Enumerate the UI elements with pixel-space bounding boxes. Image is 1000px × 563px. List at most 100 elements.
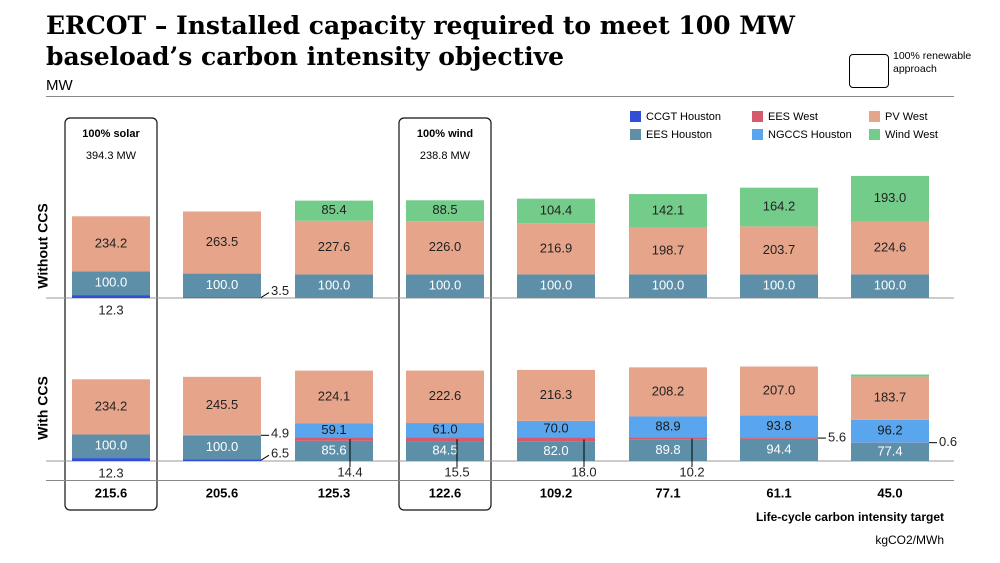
- bar-segment-ees-west: [517, 437, 595, 442]
- bar-value-label: 216.3: [540, 387, 573, 402]
- bar-value-label: 203.7: [763, 242, 796, 257]
- bar-value-label: 263.5: [206, 234, 239, 249]
- category-label: 215.6: [95, 485, 128, 500]
- x-axis-title: Life-cycle carbon intensity target: [755, 510, 944, 524]
- bar-segment-ees-west: [406, 437, 484, 442]
- header-rule: [46, 96, 954, 97]
- bar-value-label: 193.0: [874, 190, 907, 205]
- bar-value-label: 142.1: [652, 202, 685, 217]
- bar-segment-wind-west: [406, 200, 484, 222]
- bar-segment-wind-west: [629, 194, 707, 228]
- category-label: 122.6: [429, 485, 462, 500]
- bar-segment-ngccs-houston: [851, 419, 929, 443]
- bar-segment-wind-west: [851, 175, 929, 222]
- legend-entry: CCGT Houston: [646, 111, 721, 123]
- bar-segment-wind-west: [851, 374, 929, 377]
- bar-value-label: 224.6: [874, 239, 907, 254]
- legend-swatch: [630, 129, 641, 140]
- bar-value-label: 82.0: [543, 443, 568, 458]
- bar-value-label: 100.0: [206, 439, 239, 454]
- bar-value-callout: 6.5: [271, 446, 289, 461]
- bar-segment-pv-west: [406, 370, 484, 424]
- bar-value-label: 88.5: [432, 202, 457, 217]
- renewable-column-label: 100% solar: [82, 128, 140, 140]
- bar-segment-pv-west: [517, 369, 595, 421]
- x-axis-unit: kgCO2/MWh: [875, 533, 944, 547]
- legend-swatch: [752, 129, 763, 140]
- bar-value-callout: 12.3: [98, 302, 123, 317]
- bar-value-label: 100.0: [763, 278, 796, 293]
- legend-swatch: [630, 111, 641, 122]
- bar-value-label: 164.2: [763, 198, 796, 213]
- without-ccs-axis-label: Without CCS: [35, 203, 51, 288]
- renewable-approach-legend-box: [849, 54, 889, 88]
- renewable-column-box: [64, 117, 158, 511]
- bar-value-callout: 4.9: [271, 426, 289, 441]
- bar-segment-ees-houston: [629, 439, 707, 461]
- bar-segment-pv-west: [517, 223, 595, 275]
- category-label: 45.0: [877, 485, 902, 500]
- bar-value-label: 216.9: [540, 240, 573, 255]
- category-label: 125.3: [318, 485, 351, 500]
- bar-segment-ees-houston: [851, 442, 929, 461]
- renewable-column-total: 394.3 MW: [86, 150, 137, 162]
- bar-value-label: 61.0: [432, 422, 457, 437]
- bar-value-label: 59.1: [321, 422, 346, 437]
- bar-value-callout: 12.3: [98, 465, 123, 480]
- bar-segment-wind-west: [295, 200, 373, 221]
- bar-segment-ngccs-houston: [406, 423, 484, 438]
- bar-value-label: 100.0: [95, 275, 128, 290]
- bar-segment-ees-west: [740, 437, 818, 439]
- bar-segment-pv-west: [72, 216, 150, 272]
- bar-value-label: 234.2: [95, 235, 128, 250]
- bar-segment-ees-houston: [406, 274, 484, 298]
- bar-value-label: 100.0: [429, 278, 462, 293]
- bar-value-label: 226.0: [429, 239, 462, 254]
- callout-leader: [260, 292, 270, 299]
- bar-value-label: 94.4: [766, 441, 791, 456]
- bar-segment-ees-houston: [517, 274, 595, 298]
- bar-value-label: 89.8: [655, 442, 680, 457]
- bar-value-label: 93.8: [766, 418, 791, 433]
- bar-segment-pv-west: [851, 221, 929, 275]
- bar-segment-ees-houston: [740, 274, 818, 298]
- bar-value-label: 227.6: [318, 239, 351, 254]
- legend-swatch: [869, 111, 880, 122]
- bar-value-label: 100.0: [206, 277, 239, 292]
- bar-segment-pv-west: [72, 379, 150, 435]
- bar-segment-pv-west: [740, 366, 818, 416]
- bar-value-callout: 0.6: [939, 434, 957, 449]
- bar-segment-ngccs-houston: [517, 420, 595, 438]
- bar-value-label: 77.4: [877, 443, 902, 458]
- bar-value-label: 85.4: [321, 202, 346, 217]
- legend-swatch: [752, 111, 763, 122]
- category-label: 205.6: [206, 485, 239, 500]
- bar-segment-ees-west: [295, 437, 373, 441]
- bar-value-callout: 10.2: [679, 464, 704, 479]
- bar-value-callout: 15.5: [444, 464, 469, 479]
- bar-value-label: 183.7: [874, 390, 907, 405]
- legend-swatch: [869, 129, 880, 140]
- renewable-column-box: [398, 117, 492, 511]
- bar-value-label: 70.0: [543, 421, 568, 436]
- bar-segment-ees-houston: [740, 438, 818, 461]
- bar-value-label: 207.0: [763, 382, 796, 397]
- bar-segment-wind-west: [740, 187, 818, 227]
- bar-segment-pv-west: [629, 367, 707, 417]
- bar-segment-ccgt-houston: [72, 295, 150, 298]
- bar-value-label: 245.5: [206, 397, 239, 412]
- bar-value-label: 208.2: [652, 383, 685, 398]
- with-ccs-axis-label: With CCS: [35, 376, 51, 440]
- bar-value-label: 96.2: [877, 423, 902, 438]
- bar-segment-ccgt-houston: [72, 458, 150, 461]
- bar-value-label: 198.7: [652, 242, 685, 257]
- category-rule: [46, 480, 954, 481]
- unit-label: MW: [46, 77, 73, 94]
- bar-segment-ees-houston: [72, 434, 150, 459]
- bar-segment-ngccs-houston: [740, 415, 818, 438]
- bar-segment-ccgt-houston: [183, 459, 261, 461]
- bar-segment-ngccs-houston: [295, 423, 373, 438]
- bar-value-label: 100.0: [540, 278, 573, 293]
- category-label: 77.1: [655, 485, 680, 500]
- bar-value-callout: 5.6: [828, 430, 846, 445]
